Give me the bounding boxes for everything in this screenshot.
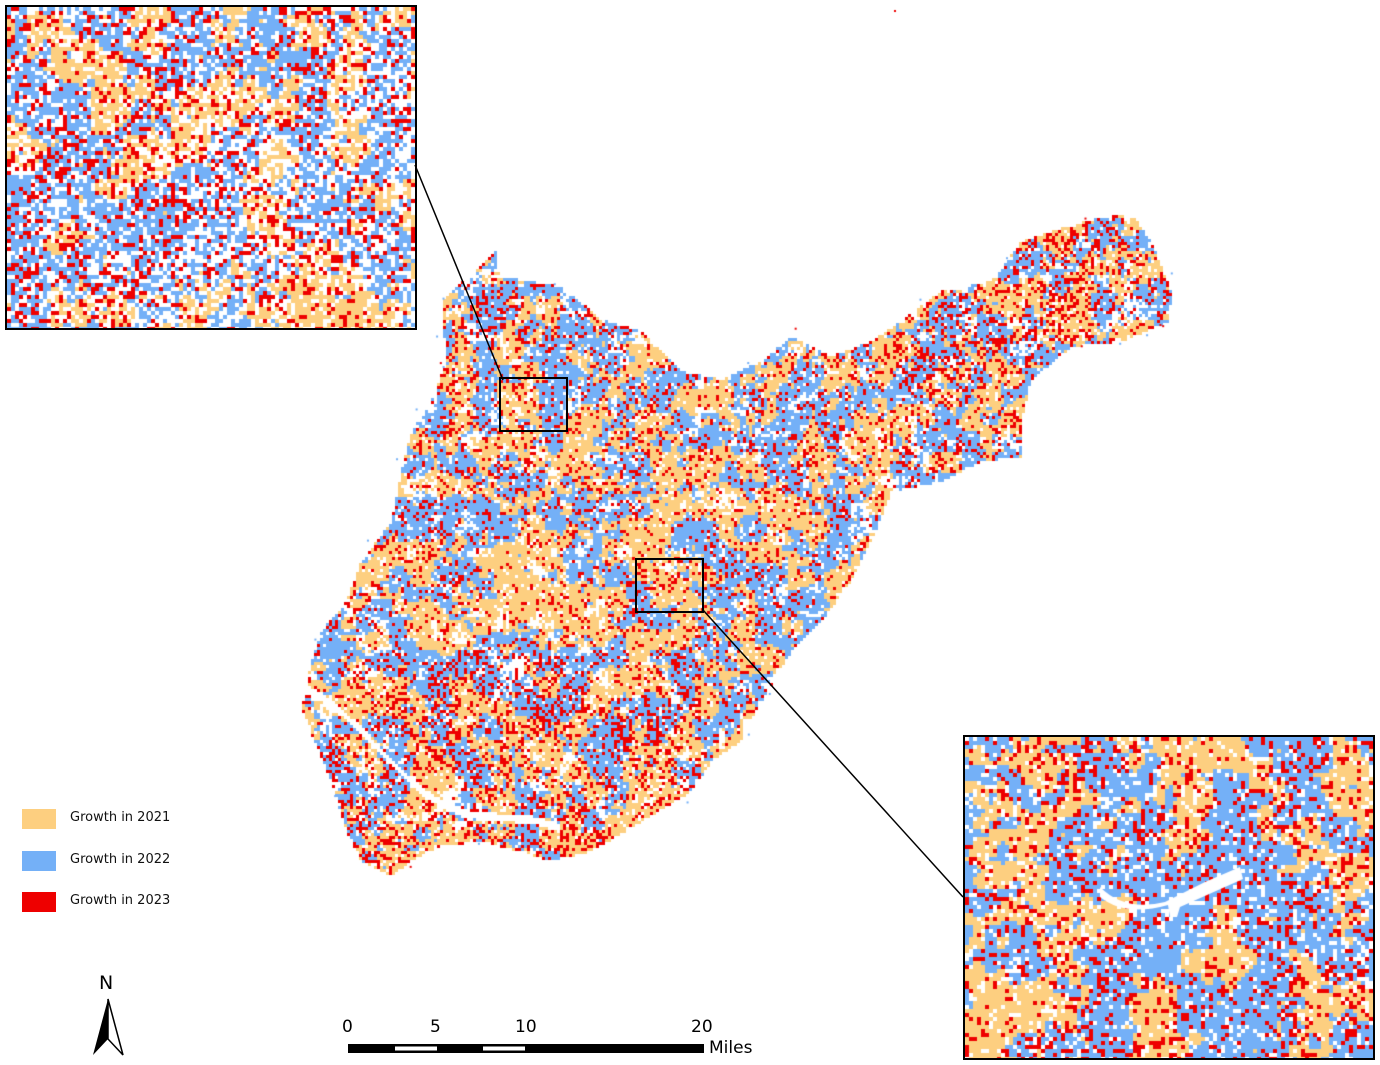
- inset-northwest-raster: [7, 7, 415, 328]
- legend-swatch-2021: [22, 809, 56, 829]
- north-arrow-icon: [93, 998, 124, 1056]
- leader-line-northwest: [414, 164, 504, 381]
- scale-unit: Miles: [709, 1038, 753, 1058]
- scale-tick-0: 0: [342, 1017, 353, 1037]
- inset-southeast: [963, 735, 1375, 1060]
- scale-tick-5: 5: [430, 1017, 441, 1037]
- scale-tick-20: 20: [691, 1017, 713, 1037]
- scale-bar-graphic: [348, 1044, 704, 1053]
- extent-box-northwest: [499, 377, 568, 432]
- legend-swatch-2023: [22, 892, 56, 912]
- legend-swatch-2022: [22, 851, 56, 871]
- inset-northwest: [5, 5, 417, 330]
- legend-label-2023: Growth in 2023: [70, 893, 171, 908]
- legend-label-2021: Growth in 2021: [70, 810, 171, 825]
- north-label: N: [99, 972, 114, 994]
- extent-box-southeast: [635, 558, 704, 613]
- scale-tick-10: 10: [515, 1017, 537, 1037]
- legend-label-2022: Growth in 2022: [70, 852, 171, 867]
- inset-southeast-raster: [965, 737, 1373, 1058]
- leader-line-southeast: [702, 609, 964, 898]
